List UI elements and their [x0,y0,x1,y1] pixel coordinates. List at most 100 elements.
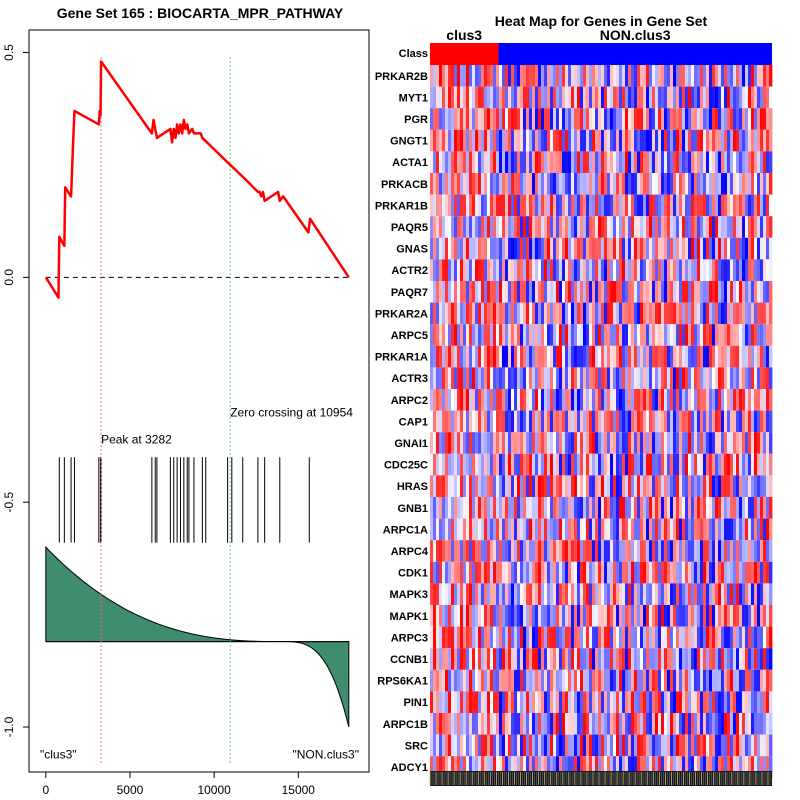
heatmap-cell [703,281,707,303]
heatmap-cell [628,86,632,109]
heatmap-cell [565,281,569,303]
heatmap-cell [523,605,527,627]
heatmap-cell [502,497,506,519]
heatmap-cell [526,173,530,195]
heatmap-cell [721,237,725,260]
heatmap-cell [448,756,452,778]
heatmap-cell [490,605,494,627]
heatmap-cell [565,583,569,605]
heatmap-cell [769,432,773,454]
heatmap-row [430,605,773,627]
heatmap-cell [436,734,440,757]
heatmap-cell [691,151,695,173]
heatmap-cell [610,302,614,325]
heatmap-cell [589,129,593,152]
heatmap-cell [478,237,482,260]
heatmap-cell [628,367,632,389]
heatmap-cell [577,129,581,152]
heatmap-cell [439,410,443,433]
heatmap-cell [616,626,620,649]
heatmap-cell [625,453,629,476]
heatmap-cell [517,691,521,713]
heatmap-cell [649,561,653,584]
heatmap-cell [727,540,731,562]
heatmap-cell [649,173,653,195]
heatmap-cell [430,648,434,670]
heatmap-cell [631,453,635,476]
heatmap-cell [505,86,509,109]
heatmap-cell [724,583,728,605]
heatmap-cell [607,324,611,346]
heatmap-cell [631,281,635,303]
heatmap-cell [466,497,470,519]
heatmap-cell [613,324,617,346]
heatmap-cell [595,86,599,109]
heatmap-cell [547,389,551,411]
heatmap-cell [571,194,575,217]
heatmap-cell [760,583,764,605]
heatmap-cell [691,410,695,433]
heatmap-cell [532,281,536,303]
heatmap-cell [577,713,581,735]
heatmap-cell [463,281,467,303]
heatmap-cell [751,237,755,260]
heatmap-cell [724,518,728,541]
heatmap-cell [442,518,446,541]
heatmap-cell [469,475,473,497]
heatmap-cell [634,605,638,627]
heatmap-cell [754,475,758,497]
heatmap-cell [637,259,641,281]
heatmap-cell [475,259,479,281]
heatmap-cell [700,367,704,389]
heatmap-cell [751,324,755,346]
heatmap-cell [748,432,752,454]
heatmap-cell [739,129,743,152]
heatmap-cell [559,367,563,389]
heatmap-cell [688,345,692,368]
heatmap-cell [640,129,644,152]
heatmap-cell [553,259,557,281]
heatmap-cell [751,151,755,173]
heatmap-cell [511,259,515,281]
heatmap-cell [607,583,611,605]
heatmap-cell [604,518,608,541]
heatmap-cell [439,626,443,649]
heatmap-cell [532,345,536,368]
heatmap-cell [523,648,527,670]
heatmap-cell [451,259,455,281]
heatmap-cell [655,691,659,713]
heatmap-cell [751,540,755,562]
heatmap-cell [481,129,485,152]
heatmap-cell [751,648,755,670]
heatmap-cell [592,302,596,325]
heatmap-cell [739,734,743,757]
heatmap-cell [448,281,452,303]
heatmap-cell [532,86,536,109]
heatmap-cell [505,367,509,389]
heatmap-cell [760,713,764,735]
heatmap-cell [469,65,473,87]
heatmap-cell [433,648,437,670]
heatmap-cell [706,367,710,389]
heatmap-cell [706,65,710,87]
heatmap-cell [751,691,755,713]
heatmap-cell [622,367,626,389]
heatmap-cell [586,626,590,649]
heatmap-cell [529,540,533,562]
heatmap-cell [712,648,716,670]
heatmap-cell [499,518,503,541]
heatmap-cell [445,518,449,541]
heatmap-cell [592,389,596,411]
heatmap-cell [544,475,548,497]
heatmap-cell [565,626,569,649]
heatmap-cell [649,281,653,303]
heatmap-cell [673,518,677,541]
heatmap-cell [622,605,626,627]
heatmap-cell [718,453,722,476]
heatmap-cell [586,453,590,476]
heatmap-cell [601,583,605,605]
heatmap-cell [535,237,539,260]
heatmap-cell [655,669,659,692]
gene-label: ADCY1 [391,762,428,774]
class-row-header: Class [399,48,428,60]
